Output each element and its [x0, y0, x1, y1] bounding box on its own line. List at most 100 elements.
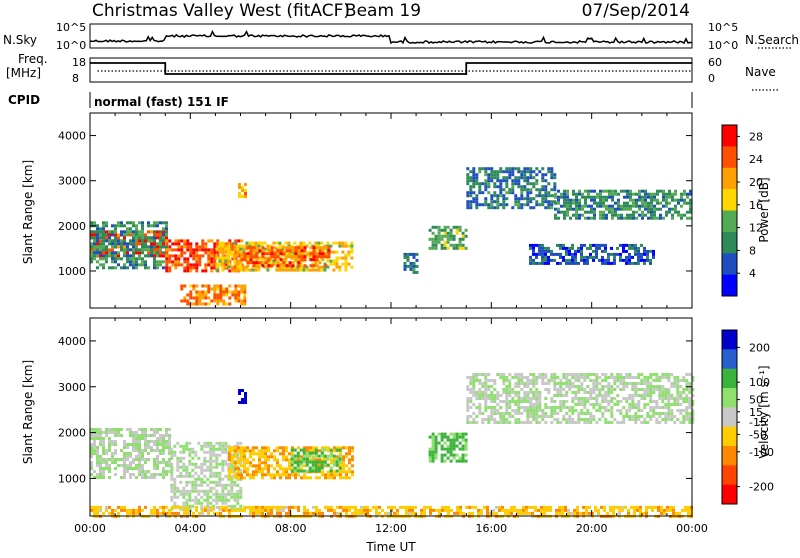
data-cell — [505, 191, 509, 195]
data-cell — [336, 505, 339, 509]
data-cell — [99, 458, 102, 461]
data-cell — [129, 230, 132, 234]
data-cell — [270, 464, 273, 468]
data-cell — [562, 376, 566, 379]
data-cell — [502, 373, 506, 376]
data-cell — [547, 246, 550, 250]
data-cell — [90, 455, 93, 458]
data-cell — [538, 376, 542, 379]
data-cell — [508, 188, 512, 192]
data-cell — [218, 507, 222, 511]
data-cell — [228, 473, 231, 477]
data-cell — [240, 239, 244, 243]
data-cell — [461, 435, 465, 439]
data-cell — [544, 373, 548, 376]
data-cell — [478, 409, 482, 412]
colorbar-tick-label: 16 — [749, 199, 763, 212]
data-cell — [525, 508, 528, 512]
data-cell — [566, 204, 569, 208]
data-cell — [314, 454, 318, 458]
data-cell — [129, 464, 132, 467]
data-cell — [689, 216, 692, 220]
data-cell — [314, 244, 318, 248]
data-cell — [637, 258, 640, 262]
data-cell — [676, 403, 680, 406]
data-cell — [114, 449, 117, 452]
data-cell — [342, 505, 345, 509]
data-cell — [685, 397, 689, 400]
data-cell — [680, 213, 683, 217]
data-cell — [601, 385, 605, 388]
data-cell — [664, 406, 668, 409]
data-cell — [126, 254, 129, 258]
data-cell — [572, 198, 575, 202]
colorbar-segment — [722, 465, 737, 486]
data-cell — [227, 265, 231, 269]
data-cell — [496, 179, 500, 183]
data-cell — [550, 203, 554, 207]
data-cell — [412, 255, 416, 259]
data-cell — [535, 412, 539, 415]
data-cell — [90, 236, 93, 240]
data-cell — [159, 245, 162, 249]
data-cell — [179, 480, 183, 484]
data-cell — [602, 213, 605, 217]
data-cell — [553, 412, 557, 415]
data-cell — [221, 268, 225, 272]
data-cell — [207, 302, 211, 306]
data-cell — [589, 418, 593, 421]
data-cell — [598, 243, 601, 247]
data-cell — [628, 255, 631, 259]
data-cell — [426, 505, 429, 509]
data-cell — [631, 403, 635, 406]
data-cell — [159, 505, 162, 509]
data-cell — [237, 449, 240, 453]
data-cell — [522, 511, 525, 515]
data-cell — [683, 189, 686, 193]
data-cell — [520, 197, 524, 201]
data-cell — [261, 508, 264, 512]
data-cell — [631, 406, 635, 409]
data-cell — [132, 245, 135, 249]
data-cell — [582, 505, 585, 509]
data-cell — [601, 249, 604, 253]
data-cell — [341, 256, 345, 260]
data-cell — [553, 382, 557, 385]
data-cell — [438, 508, 441, 512]
data-cell — [640, 258, 643, 262]
data-cell — [141, 239, 144, 243]
data-cell — [409, 267, 413, 271]
data-cell — [162, 227, 165, 231]
data-cell — [123, 254, 126, 258]
data-cell — [580, 403, 584, 406]
data-cell — [685, 412, 689, 415]
data-cell — [189, 284, 193, 288]
data-cell — [631, 415, 635, 418]
data-cell — [631, 261, 634, 265]
data-cell — [165, 443, 168, 446]
data-cell — [123, 470, 126, 473]
data-cell — [159, 221, 162, 225]
data-cell — [227, 244, 231, 248]
data-cell — [191, 474, 195, 478]
data-cell — [159, 452, 162, 455]
data-cell — [412, 264, 416, 268]
data-cell — [255, 473, 258, 477]
data-cell — [132, 443, 135, 446]
data-cell — [218, 471, 222, 475]
data-cell — [655, 373, 659, 376]
data-cell — [231, 269, 235, 273]
data-cell — [574, 379, 578, 382]
data-cell — [493, 382, 497, 385]
data-cell — [138, 470, 141, 473]
data-cell — [550, 252, 553, 256]
data-cell — [496, 176, 500, 180]
data-cell — [138, 428, 141, 431]
data-cell — [326, 463, 330, 467]
data-cell — [626, 201, 629, 205]
data-cell — [228, 470, 231, 474]
data-cell — [93, 434, 96, 437]
data-cell — [294, 505, 297, 509]
data-cell — [592, 391, 596, 394]
data-cell — [315, 508, 318, 512]
